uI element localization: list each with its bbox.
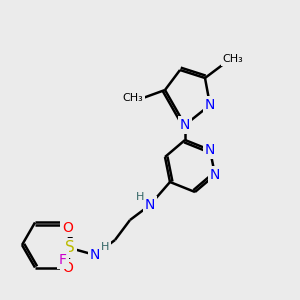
Text: N: N	[210, 168, 220, 182]
Text: F: F	[59, 253, 67, 266]
Text: CH₃: CH₃	[223, 54, 243, 64]
Text: N: N	[90, 248, 100, 262]
Text: N: N	[205, 143, 215, 157]
Text: N: N	[145, 198, 155, 212]
Text: S: S	[65, 241, 75, 256]
Text: H: H	[136, 192, 144, 202]
Text: CH₃: CH₃	[123, 93, 143, 103]
Text: O: O	[63, 261, 74, 275]
Text: N: N	[205, 98, 215, 112]
Text: O: O	[63, 221, 74, 235]
Text: N: N	[180, 118, 190, 132]
Text: H: H	[101, 242, 109, 252]
